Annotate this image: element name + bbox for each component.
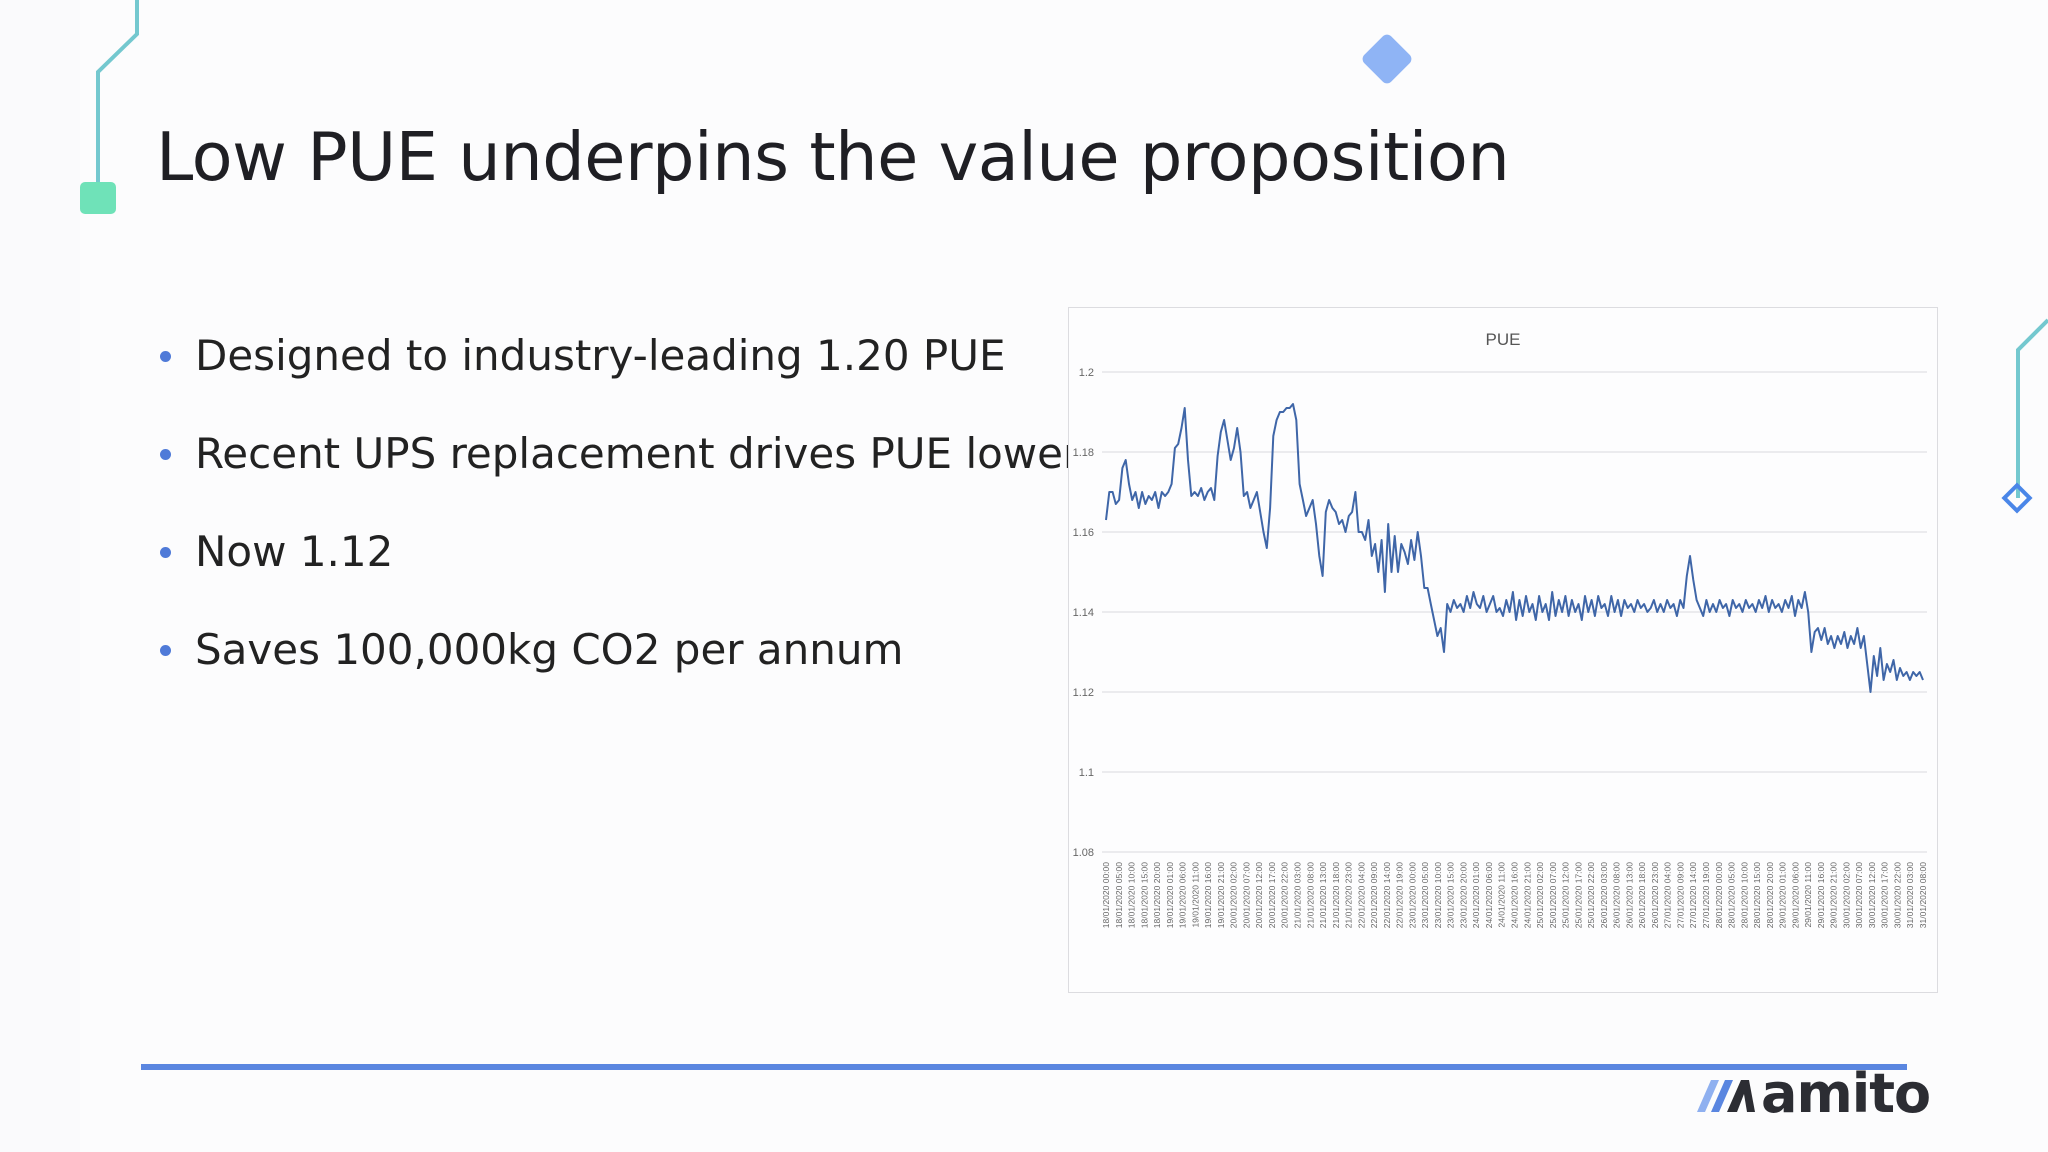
x-tick-label: 19/01/2020 21:00 (1216, 862, 1226, 928)
bullet-item: Saves 100,000kg CO2 per annum (160, 624, 1080, 722)
x-tick-label: 22/01/2020 09:00 (1369, 862, 1379, 928)
amito-logo-icon (1697, 1080, 1755, 1112)
x-tick-label: 20/01/2020 12:00 (1254, 862, 1264, 928)
x-tick-label: 22/01/2020 04:00 (1356, 862, 1366, 928)
x-tick-label: 18/01/2020 05:00 (1114, 862, 1124, 928)
x-tick-label: 29/01/2020 11:00 (1803, 862, 1813, 928)
x-tick-label: 24/01/2020 01:00 (1471, 862, 1481, 928)
x-tick-label: 27/01/2020 19:00 (1701, 862, 1711, 928)
bullet-item: Now 1.12 (160, 526, 1080, 624)
x-tick-label: 29/01/2020 06:00 (1790, 862, 1800, 928)
chart-title: PUE (1486, 330, 1521, 349)
x-tick-label: 19/01/2020 01:00 (1165, 862, 1175, 928)
x-tick-label: 22/01/2020 14:00 (1382, 862, 1392, 928)
bullet-item: Designed to industry-leading 1.20 PUE (160, 330, 1080, 428)
y-tick-label: 1.16 (1073, 527, 1094, 539)
x-tick-label: 21/01/2020 23:00 (1344, 862, 1354, 928)
x-tick-label: 28/01/2020 20:00 (1765, 862, 1775, 928)
x-tick-label: 31/01/2020 08:00 (1918, 862, 1928, 928)
y-tick-label: 1.08 (1073, 847, 1094, 859)
x-tick-label: 31/01/2020 03:00 (1905, 862, 1915, 928)
y-tick-label: 1.2 (1079, 367, 1094, 379)
x-tick-label: 23/01/2020 05:00 (1420, 862, 1430, 928)
x-tick-label: 29/01/2020 21:00 (1829, 862, 1839, 928)
x-tick-label: 30/01/2020 12:00 (1867, 862, 1877, 928)
x-tick-label: 19/01/2020 11:00 (1190, 862, 1200, 928)
x-tick-label: 29/01/2020 16:00 (1816, 862, 1826, 928)
x-tick-label: 21/01/2020 03:00 (1292, 862, 1302, 928)
x-tick-label: 22/01/2020 19:00 (1395, 862, 1405, 928)
x-tick-label: 25/01/2020 02:00 (1535, 862, 1545, 928)
x-tick-label: 20/01/2020 02:00 (1229, 862, 1239, 928)
pue-series-line (1105, 403, 1924, 693)
x-tick-label: 25/01/2020 17:00 (1573, 862, 1583, 928)
x-tick-label: 25/01/2020 22:00 (1586, 862, 1596, 928)
x-tick-label: 29/01/2020 01:00 (1778, 862, 1788, 928)
bullet-list: Designed to industry-leading 1.20 PUE Re… (160, 330, 1080, 722)
x-tick-label: 18/01/2020 00:00 (1101, 862, 1111, 928)
y-tick-label: 1.1 (1079, 767, 1094, 779)
x-tick-label: 18/01/2020 10:00 (1127, 862, 1137, 928)
x-tick-label: 19/01/2020 06:00 (1178, 862, 1188, 928)
x-tick-label: 26/01/2020 08:00 (1612, 862, 1622, 928)
x-tick-label: 27/01/2020 14:00 (1688, 862, 1698, 928)
x-tick-label: 23/01/2020 15:00 (1446, 862, 1456, 928)
bullet-item: Recent UPS replacement drives PUE lower (160, 428, 1080, 526)
x-tick-label: 30/01/2020 17:00 (1880, 862, 1890, 928)
x-tick-label: 26/01/2020 18:00 (1637, 862, 1647, 928)
x-tick-label: 24/01/2020 21:00 (1522, 862, 1532, 928)
x-tick-label: 18/01/2020 20:00 (1152, 862, 1162, 928)
x-tick-label: 21/01/2020 08:00 (1305, 862, 1315, 928)
x-tick-label: 28/01/2020 05:00 (1727, 862, 1737, 928)
x-tick-label: 30/01/2020 22:00 (1892, 862, 1902, 928)
x-tick-label: 26/01/2020 23:00 (1650, 862, 1660, 928)
x-tick-label: 30/01/2020 02:00 (1841, 862, 1851, 928)
x-tick-label: 27/01/2020 09:00 (1675, 862, 1685, 928)
x-tick-label: 20/01/2020 07:00 (1241, 862, 1251, 928)
x-tick-label: 28/01/2020 00:00 (1714, 862, 1724, 928)
x-tick-label: 26/01/2020 03:00 (1599, 862, 1609, 928)
x-tick-label: 19/01/2020 16:00 (1203, 862, 1213, 928)
x-tick-label: 24/01/2020 11:00 (1497, 862, 1507, 928)
x-tick-label: 25/01/2020 07:00 (1548, 862, 1558, 928)
x-tick-label: 28/01/2020 10:00 (1739, 862, 1749, 928)
company-logo: amito (1697, 1062, 1931, 1128)
x-tick-label: 20/01/2020 22:00 (1280, 862, 1290, 928)
x-tick-label: 27/01/2020 04:00 (1663, 862, 1673, 928)
logo-text: amito (1761, 1062, 1931, 1125)
x-tick-label: 25/01/2020 12:00 (1561, 862, 1571, 928)
x-tick-label: 18/01/2020 15:00 (1139, 862, 1149, 928)
x-tick-label: 23/01/2020 20:00 (1458, 862, 1468, 928)
pue-chart: PUE 1.2 1.18 1.16 1.14 1.12 1.1 1.08 18/01/2020… (1068, 307, 1938, 993)
y-tick-label: 1.12 (1073, 687, 1094, 699)
x-tick-label: 26/01/2020 13:00 (1624, 862, 1634, 928)
x-tick-label: 21/01/2020 18:00 (1331, 862, 1341, 928)
footer-rule (141, 1064, 1907, 1070)
y-tick-label: 1.14 (1073, 607, 1094, 619)
x-tick-label: 28/01/2020 15:00 (1752, 862, 1762, 928)
x-tick-label: 23/01/2020 10:00 (1433, 862, 1443, 928)
x-tick-label: 21/01/2020 13:00 (1318, 862, 1328, 928)
x-tick-label: 24/01/2020 06:00 (1484, 862, 1494, 928)
x-tick-label: 20/01/2020 17:00 (1267, 862, 1277, 928)
pue-line-chart: PUE 1.2 1.18 1.16 1.14 1.12 1.1 1.08 18/01/2020… (1073, 330, 1928, 928)
y-tick-label: 1.18 (1073, 447, 1094, 459)
x-tick-label: 30/01/2020 07:00 (1854, 862, 1864, 928)
x-tick-label: 23/01/2020 00:00 (1407, 862, 1417, 928)
page-title: Low PUE underpins the value proposition (156, 118, 1510, 196)
x-tick-label: 24/01/2020 16:00 (1510, 862, 1520, 928)
